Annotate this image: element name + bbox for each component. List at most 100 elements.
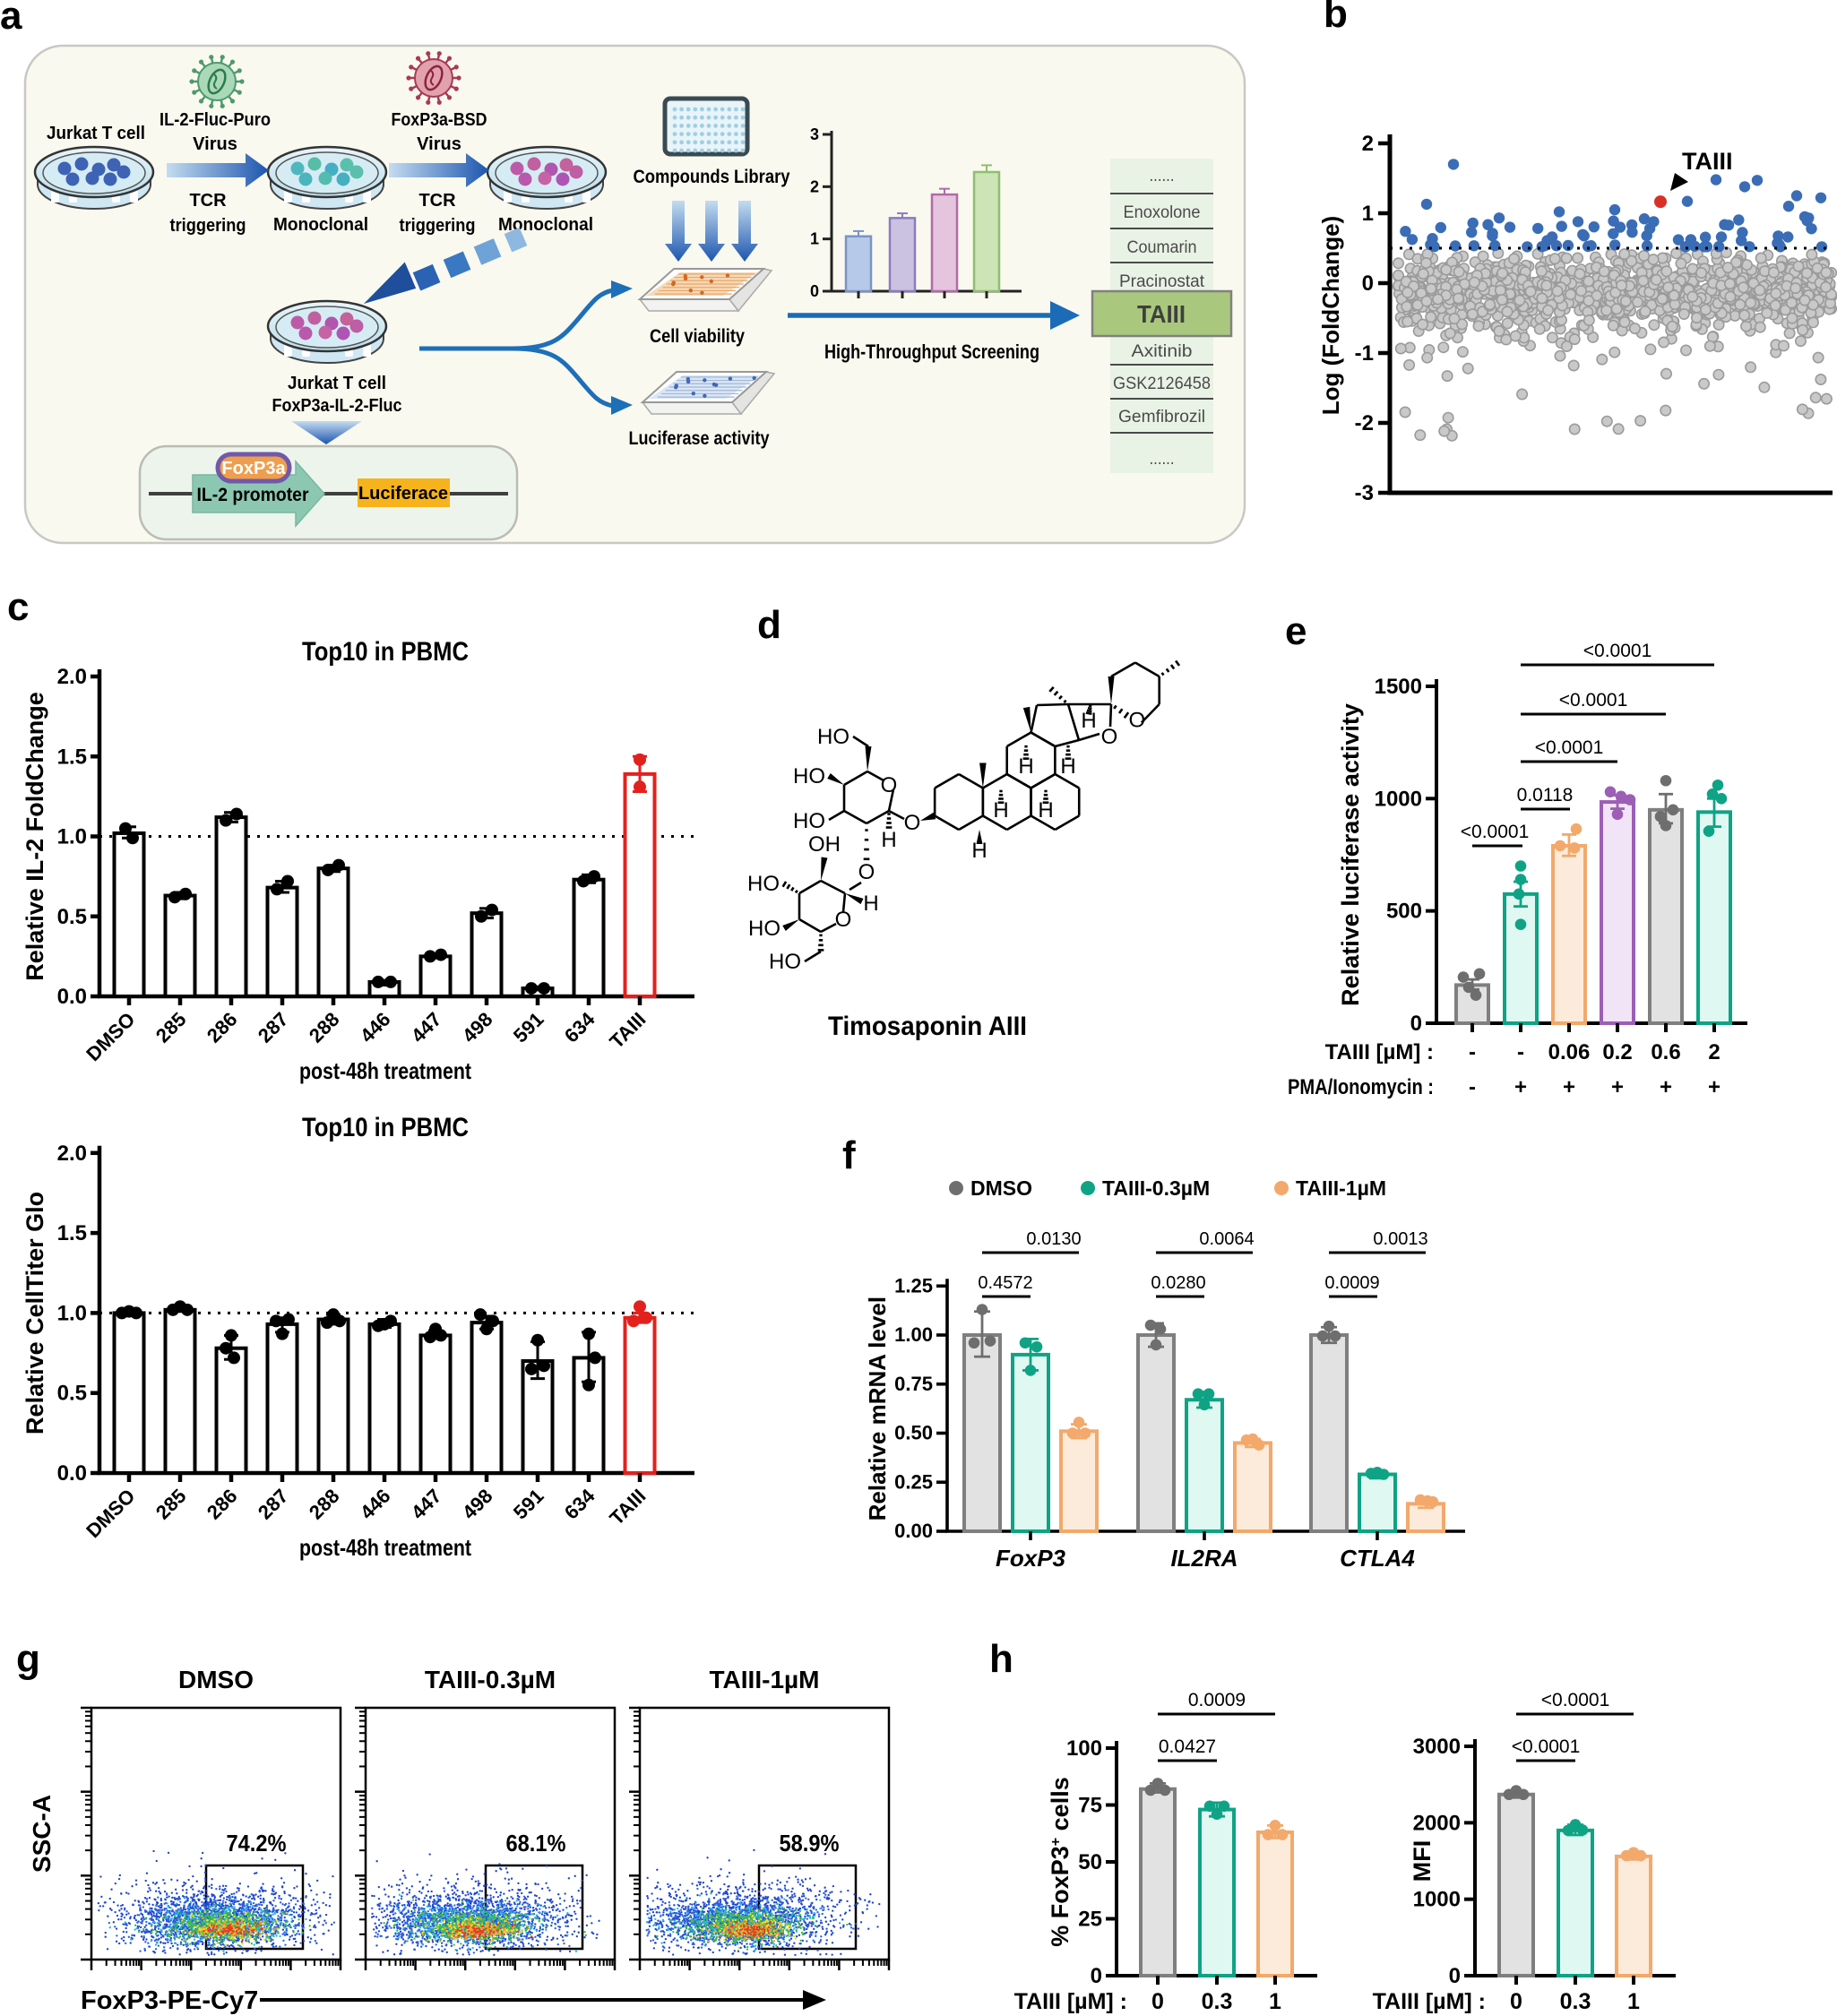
svg-text:0.0: 0.0 [57,1461,87,1486]
svg-text:post-48h treatment: post-48h treatment [299,1057,471,1084]
svg-text:TAIII: TAIII [1137,300,1186,328]
svg-text:0.2: 0.2 [1602,1040,1632,1064]
svg-text:MFI: MFI [1409,1840,1436,1882]
svg-text:Log (FoldChange): Log (FoldChange) [1317,216,1344,415]
svg-text:<0.0001: <0.0001 [1535,737,1604,758]
svg-text:-: - [1469,1075,1476,1099]
svg-text:0: 0 [1362,271,1374,296]
svg-text:+: + [1660,1075,1672,1099]
svg-text:1000: 1000 [1375,787,1422,811]
svg-text:+: + [1514,1075,1527,1099]
svg-text:TAIII-0.3µM: TAIII-0.3µM [1102,1176,1210,1200]
svg-text:0.4572: 0.4572 [978,1273,1032,1293]
svg-text:3: 3 [810,125,819,143]
svg-text:0.0064: 0.0064 [1199,1229,1254,1249]
svg-text:0: 0 [1410,1012,1422,1036]
svg-text:+: + [1708,1075,1721,1099]
svg-text:Top10 in PBMC: Top10 in PBMC [302,637,469,667]
svg-text:HO: HO [817,725,850,749]
svg-text:TAIII-1µM: TAIII-1µM [710,1666,820,1693]
svg-text:2.0: 2.0 [57,665,87,689]
svg-text:500: 500 [1386,900,1422,924]
svg-text:TAIII [µM] :: TAIII [µM] : [1373,1989,1486,2014]
svg-text:0.0009: 0.0009 [1188,1690,1246,1710]
svg-text:GSK2126458: GSK2126458 [1113,375,1211,393]
svg-text:H: H [1081,709,1096,733]
svg-text:DMSO: DMSO [970,1176,1032,1200]
svg-text:......: ...... [1150,167,1175,185]
svg-text:Luciferase activity: Luciferase activity [629,428,770,449]
svg-text:HO: HO [748,917,781,941]
svg-text:Gemfibrozil: Gemfibrozil [1118,408,1205,426]
svg-text:b: b [1324,0,1348,36]
svg-text:-2: -2 [1355,411,1374,435]
svg-text:TAIII-1µM: TAIII-1µM [1296,1176,1386,1200]
svg-text:FoxP3a-BSD: FoxP3a-BSD [392,110,487,130]
svg-text:Cell viability: Cell viability [650,326,745,347]
svg-text:0.5: 0.5 [57,905,87,929]
svg-text:h: h [989,1637,1013,1681]
svg-text:Relative mRNA level: Relative mRNA level [864,1297,891,1521]
svg-text:Luciferace: Luciferace [358,484,448,504]
svg-text:-3: -3 [1355,481,1374,505]
svg-text:High-Throughput Screening: High-Throughput Screening [824,340,1039,363]
svg-text:0.0280: 0.0280 [1151,1273,1205,1293]
svg-text:0.00: 0.00 [894,1520,933,1542]
svg-text:2: 2 [810,177,819,195]
svg-text:TAIII-0.3µM: TAIII-0.3µM [425,1666,556,1693]
svg-text:Relative IL-2 FoldChange: Relative IL-2 FoldChange [22,692,48,981]
svg-text:2: 2 [1362,132,1374,156]
svg-text:O: O [858,860,875,884]
svg-text:0.0009: 0.0009 [1324,1273,1379,1293]
svg-text:f: f [842,1133,856,1177]
svg-text:Relative CellTiter Glo: Relative CellTiter Glo [22,1192,48,1434]
svg-text:<0.0001: <0.0001 [1461,822,1530,842]
svg-text:d: d [757,603,781,647]
svg-text:c: c [7,585,29,629]
svg-text:0: 0 [1091,1964,1102,1988]
svg-text:HO: HO [793,809,825,833]
svg-text:100: 100 [1066,1736,1102,1761]
svg-text:Compounds Library: Compounds Library [634,167,790,187]
svg-text:1.5: 1.5 [57,745,87,769]
svg-text:FoxP3a: FoxP3a [221,459,286,478]
svg-text:H: H [993,798,1008,823]
svg-text:TAIII: TAIII [1682,148,1733,175]
svg-text:+: + [1563,1075,1575,1099]
svg-text:0: 0 [1510,1989,1522,2014]
svg-text:Monoclonal: Monoclonal [498,215,593,235]
svg-text:% FoxP3+ cells: % FoxP3+ cells [1047,1777,1074,1946]
svg-text:2: 2 [1708,1040,1720,1064]
svg-text:TCR: TCR [418,191,456,211]
svg-text:50: 50 [1078,1850,1102,1874]
svg-text:PMA/Ionomycin :: PMA/Ionomycin : [1288,1075,1434,1099]
svg-text:IL-2 promoter: IL-2 promoter [197,485,309,505]
svg-text:Enoxolone: Enoxolone [1124,203,1201,222]
svg-text:<0.0001: <0.0001 [1541,1690,1610,1710]
svg-text:1: 1 [1269,1989,1281,2014]
svg-text:TAIII [µM] :: TAIII [µM] : [1014,1989,1127,2014]
svg-text:TAIII [µM] :: TAIII [µM] : [1325,1040,1434,1064]
svg-text:0.0013: 0.0013 [1373,1229,1427,1249]
svg-text:Virus: Virus [417,134,461,154]
svg-text:HO: HO [769,950,801,974]
svg-text:25: 25 [1078,1908,1102,1932]
svg-text:O: O [1101,725,1118,749]
svg-text:e: e [1285,609,1307,653]
svg-text:0.3: 0.3 [1560,1989,1591,2014]
svg-text:IL-2-Fluc-Puro: IL-2-Fluc-Puro [160,110,271,130]
svg-text:58.9%: 58.9% [780,1830,840,1857]
svg-text:1: 1 [810,230,819,248]
svg-text:H: H [971,839,987,863]
svg-text:triggering: triggering [170,216,246,236]
svg-text:CTLA4: CTLA4 [1340,1545,1415,1572]
svg-text:0.75: 0.75 [894,1373,933,1395]
svg-text:0: 0 [1151,1989,1164,2014]
svg-text:HO: HO [747,872,780,896]
svg-text:H: H [1018,754,1033,779]
svg-text:0: 0 [1449,1964,1461,1988]
svg-text:TCR: TCR [189,191,227,211]
svg-text:<0.0001: <0.0001 [1583,641,1652,661]
svg-text:SSC-A: SSC-A [28,1795,56,1873]
svg-text:FoxP3: FoxP3 [996,1545,1066,1572]
